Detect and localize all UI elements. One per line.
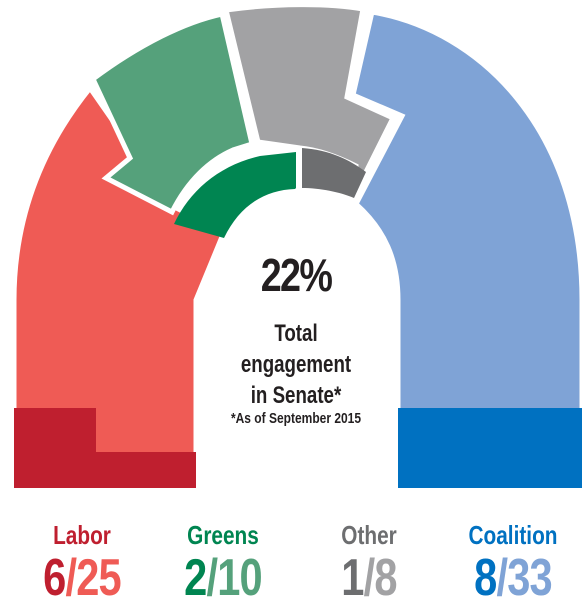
legend-coalition-fraction: 8/33	[474, 549, 553, 607]
legend-labor-fraction: 6/25	[43, 549, 122, 607]
engagement-caption: Total engagement in Senate*	[218, 318, 374, 411]
date-footnote: *As of September 2015	[230, 410, 362, 427]
caption-line-2: in Senate*	[250, 382, 342, 409]
engagement-percent: 22%	[260, 249, 333, 301]
coalition-engaged-segment	[398, 408, 582, 488]
legend-greens: Greens 2/10	[158, 520, 288, 606]
greens-total-segment	[89, 11, 255, 216]
labor-engaged-segment	[14, 408, 196, 488]
legend-coalition: Coalition 8/33	[448, 520, 578, 606]
legend-greens-fraction: 2/10	[184, 549, 263, 607]
legend-greens-name: Greens	[187, 520, 259, 550]
legend-other: Other 1/8	[304, 520, 434, 606]
caption-line-1: Total engagement	[240, 320, 352, 378]
legend-labor-name: Labor	[53, 520, 111, 550]
legend-labor: Labor 6/25	[17, 520, 147, 606]
greens-engaged-segment	[174, 152, 296, 238]
other-engaged-segment	[302, 148, 366, 198]
legend-other-name: Other	[341, 520, 397, 550]
legend-coalition-name: Coalition	[468, 520, 558, 550]
legend-other-fraction: 1/8	[341, 549, 397, 607]
coalition-total-segment	[350, 9, 582, 491]
